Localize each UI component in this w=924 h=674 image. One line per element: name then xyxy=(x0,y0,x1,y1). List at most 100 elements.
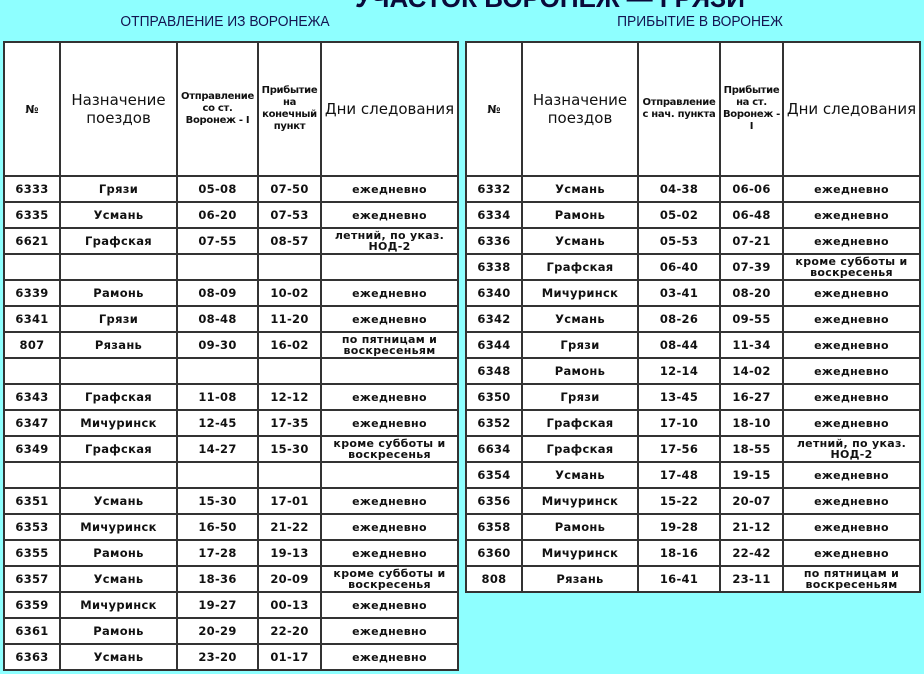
cell-arrival-time: 17-35 xyxy=(257,409,322,437)
table-row: 6357 Усмань 18-36 20-09 кроме субботы и воск… xyxy=(3,565,459,593)
cell-arrival-time: 06-06 xyxy=(719,175,784,203)
cell-days: ежедневно xyxy=(320,643,459,671)
cell-train-number: 6342 xyxy=(465,305,523,333)
cell-train-number: 6621 xyxy=(3,227,61,255)
cell-departure-time: 17-28 xyxy=(176,539,259,567)
cell-train-number: 6340 xyxy=(465,279,523,307)
cell-departure-time: 23-20 xyxy=(176,643,259,671)
table-row: 6363 Усмань 23-20 01-17 ежедневно xyxy=(3,643,459,671)
table-header-row: № Назначение поездов Отправление со ст. … xyxy=(3,41,459,177)
cell-arrival-time: 11-20 xyxy=(257,305,322,333)
cell-train-number: 6356 xyxy=(465,487,523,515)
cell-arrival-time: 15-30 xyxy=(257,435,322,463)
cell-departure-time: 12-45 xyxy=(176,409,259,437)
table-header-row: № Назначение поездов Отправление с нач. … xyxy=(465,41,921,177)
cell-train-number: 6634 xyxy=(465,435,523,463)
cell-departure-time: 12-14 xyxy=(637,357,721,385)
table-row: 6352 Графская 17-10 18-10 ежедневно xyxy=(465,409,921,437)
cell-departure-time: 16-50 xyxy=(176,513,259,541)
table-row: 6341 Грязи 08-48 11-20 ежедневно xyxy=(3,305,459,333)
col-departure-time: Отправление со ст. Воронеж - I xyxy=(176,41,259,177)
cell-departure-time: 05-08 xyxy=(176,175,259,203)
cell-departure-time: 11-08 xyxy=(176,383,259,411)
cell-days: по пятницам и воскресеньям xyxy=(782,565,921,593)
cell-departure-time: 08-48 xyxy=(176,305,259,333)
cell-train-number: 6355 xyxy=(3,539,61,567)
cell-train-number: 6357 xyxy=(3,565,61,593)
cell-train-number: 6344 xyxy=(465,331,523,359)
cell-departure-time: 03-41 xyxy=(637,279,721,307)
cell-days: ежедневно xyxy=(320,383,459,411)
cell-departure-time: 18-16 xyxy=(637,539,721,567)
cell-arrival-time: 07-21 xyxy=(719,227,784,255)
table-row xyxy=(3,461,459,489)
cell-destination: Усмань xyxy=(59,201,178,229)
cell-arrival-time xyxy=(257,357,322,385)
cell-departure-time: 20-29 xyxy=(176,617,259,645)
cell-days: ежедневно xyxy=(782,539,921,567)
cell-days: летний, по указ. НОД-2 xyxy=(320,227,459,255)
table-row: 6353 Мичуринск 16-50 21-22 ежедневно xyxy=(3,513,459,541)
cell-arrival-time: 16-02 xyxy=(257,331,322,359)
cell-train-number: 6360 xyxy=(465,539,523,567)
cell-departure-time: 05-53 xyxy=(637,227,721,255)
cell-destination: Рамонь xyxy=(59,539,178,567)
departure-table: № Назначение поездов Отправление со ст. … xyxy=(3,41,459,671)
cell-departure-time: 17-56 xyxy=(637,435,721,463)
table-row: 6336 Усмань 05-53 07-21 ежедневно xyxy=(465,227,921,255)
cell-days: ежедневно xyxy=(320,591,459,619)
cell-train-number: 6350 xyxy=(465,383,523,411)
table-row: 6335 Усмань 06-20 07-53 ежедневно xyxy=(3,201,459,229)
cell-destination: Рамонь xyxy=(59,617,178,645)
cell-days: ежедневно xyxy=(320,539,459,567)
cell-departure-time: 16-41 xyxy=(637,565,721,593)
cell-arrival-time: 19-13 xyxy=(257,539,322,567)
cell-days: летний, по указ. НОД-2 xyxy=(782,435,921,463)
cell-arrival-time: 23-11 xyxy=(719,565,784,593)
cell-train-number: 6352 xyxy=(465,409,523,437)
col-number: № xyxy=(3,41,61,177)
cell-days: ежедневно xyxy=(782,201,921,229)
table-row: 6621 Графская 07-55 08-57 летний, по указ. Н… xyxy=(3,227,459,255)
cell-destination: Рамонь xyxy=(59,279,178,307)
cell-destination: Усмань xyxy=(521,305,639,333)
cell-train-number xyxy=(3,357,61,385)
table-row: 808 Рязань 16-41 23-11 по пятницам и воскрес… xyxy=(465,565,921,593)
cell-train-number xyxy=(3,461,61,489)
table-row: 6344 Грязи 08-44 11-34 ежедневно xyxy=(465,331,921,359)
cell-departure-time: 08-44 xyxy=(637,331,721,359)
col-days: Дни следования xyxy=(320,41,459,177)
cell-train-number: 6349 xyxy=(3,435,61,463)
cell-destination: Рамонь xyxy=(521,513,639,541)
table-row xyxy=(3,357,459,385)
table-row: 6347 Мичуринск 12-45 17-35 ежедневно xyxy=(3,409,459,437)
cell-destination: Графская xyxy=(521,435,639,463)
cell-train-number: 6359 xyxy=(3,591,61,619)
cell-train-number: 6338 xyxy=(465,253,523,281)
cell-departure-time: 14-27 xyxy=(176,435,259,463)
cell-arrival-time: 08-57 xyxy=(257,227,322,255)
table-row xyxy=(3,253,459,281)
cell-departure-time xyxy=(176,357,259,385)
cell-destination xyxy=(59,461,178,489)
cell-train-number xyxy=(3,253,61,281)
cell-destination: Рязань xyxy=(59,331,178,359)
cell-destination: Графская xyxy=(59,383,178,411)
cell-departure-time xyxy=(176,461,259,489)
cell-days: ежедневно xyxy=(782,279,921,307)
arrival-table: № Назначение поездов Отправление с нач. … xyxy=(465,41,921,593)
cell-destination: Рамонь xyxy=(521,201,639,229)
cell-departure-time: 06-40 xyxy=(637,253,721,281)
cell-arrival-time: 21-22 xyxy=(257,513,322,541)
cell-arrival-time xyxy=(257,253,322,281)
cell-arrival-time: 16-27 xyxy=(719,383,784,411)
arrival-heading: ПРИБЫТИЕ В ВОРОНЕЖ xyxy=(617,13,783,30)
col-number: № xyxy=(465,41,523,177)
cell-departure-time: 17-10 xyxy=(637,409,721,437)
table-row: 6351 Усмань 15-30 17-01 ежедневно xyxy=(3,487,459,515)
cell-train-number: 6333 xyxy=(3,175,61,203)
cell-train-number: 6348 xyxy=(465,357,523,385)
cell-destination: Мичуринск xyxy=(59,591,178,619)
cell-train-number: 6341 xyxy=(3,305,61,333)
cell-destination: Грязи xyxy=(59,175,178,203)
